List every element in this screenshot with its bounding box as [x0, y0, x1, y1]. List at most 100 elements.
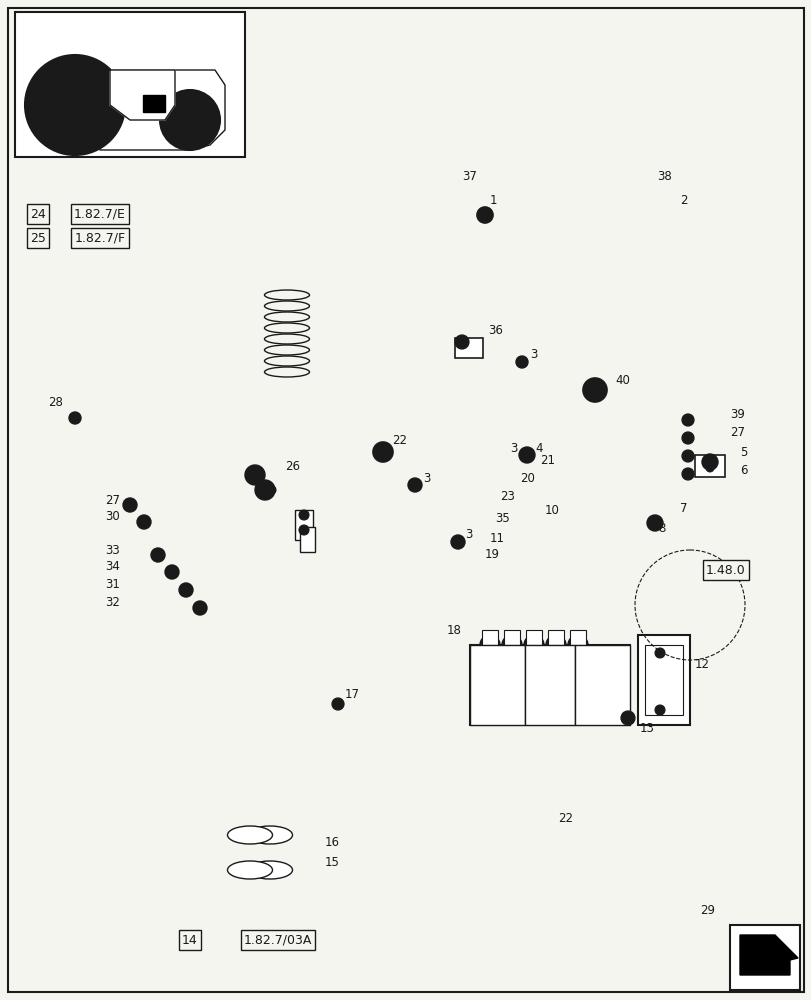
Text: 30: 30	[105, 510, 119, 524]
Circle shape	[654, 648, 664, 658]
Circle shape	[45, 75, 105, 135]
Bar	[454, 338, 483, 358]
Circle shape	[298, 525, 309, 535]
Bar	[547, 630, 564, 645]
Ellipse shape	[247, 861, 292, 879]
Circle shape	[450, 535, 465, 549]
Text: 10: 10	[544, 504, 560, 516]
Bar	[574, 645, 629, 725]
Bar	[504, 630, 519, 645]
Bar	[525, 645, 574, 725]
Text: 3: 3	[509, 442, 517, 454]
Polygon shape	[109, 70, 175, 120]
Text: 40: 40	[614, 373, 629, 386]
Text: 18: 18	[446, 624, 461, 637]
Circle shape	[378, 447, 388, 457]
Text: 32: 32	[105, 596, 120, 609]
Text: 28: 28	[48, 396, 62, 410]
Circle shape	[479, 635, 500, 655]
Text: 1.82.7/F: 1.82.7/F	[75, 232, 126, 244]
Text: 19: 19	[484, 548, 500, 562]
Bar	[526, 630, 541, 645]
Text: 23: 23	[500, 490, 514, 504]
Circle shape	[654, 705, 664, 715]
Text: 14: 14	[182, 934, 198, 946]
Circle shape	[160, 90, 220, 150]
Text: 3: 3	[465, 528, 472, 542]
Text: 36: 36	[487, 324, 502, 336]
Circle shape	[65, 95, 85, 115]
Text: 13: 13	[639, 722, 654, 734]
Circle shape	[454, 335, 469, 349]
Text: 37: 37	[462, 170, 477, 183]
Bar	[470, 645, 525, 725]
Bar	[299, 527, 315, 552]
Circle shape	[184, 114, 195, 126]
Circle shape	[165, 565, 178, 579]
Circle shape	[372, 442, 393, 462]
Text: 17: 17	[345, 688, 359, 702]
Text: 16: 16	[324, 836, 340, 848]
Text: 39: 39	[729, 408, 744, 422]
Text: 25: 25	[30, 232, 46, 244]
Circle shape	[268, 486, 276, 494]
Text: 8: 8	[657, 522, 664, 534]
Text: 33: 33	[105, 544, 119, 556]
Circle shape	[590, 385, 599, 395]
Text: 22: 22	[557, 812, 573, 824]
Text: 31: 31	[105, 578, 120, 591]
Text: 26: 26	[285, 460, 299, 473]
Text: 1.82.7/03A: 1.82.7/03A	[243, 934, 311, 946]
Text: 34: 34	[105, 560, 120, 574]
Text: 2: 2	[679, 194, 687, 207]
Circle shape	[518, 447, 534, 463]
Text: 35: 35	[495, 512, 509, 524]
Text: 6: 6	[739, 464, 747, 477]
Bar	[15, 12, 245, 157]
Circle shape	[332, 698, 344, 710]
Text: 27: 27	[105, 493, 120, 506]
Circle shape	[178, 583, 193, 597]
Circle shape	[122, 498, 137, 512]
Bar	[644, 645, 682, 715]
Circle shape	[702, 454, 717, 470]
Polygon shape	[739, 935, 797, 975]
Text: 1.48.0: 1.48.0	[706, 564, 745, 576]
Circle shape	[250, 470, 260, 480]
Circle shape	[407, 478, 422, 492]
Ellipse shape	[227, 826, 272, 844]
Text: 22: 22	[392, 434, 406, 446]
Bar	[637, 635, 689, 725]
Circle shape	[681, 468, 693, 480]
Text: 27: 27	[729, 426, 744, 440]
Circle shape	[69, 412, 81, 424]
Circle shape	[523, 635, 543, 655]
Bar	[470, 645, 629, 725]
Circle shape	[501, 635, 521, 655]
Circle shape	[515, 356, 527, 368]
Circle shape	[255, 480, 275, 500]
Circle shape	[582, 378, 607, 402]
Ellipse shape	[247, 826, 292, 844]
Text: 29: 29	[699, 904, 714, 916]
Circle shape	[681, 432, 693, 444]
Circle shape	[137, 515, 151, 529]
Circle shape	[545, 635, 565, 655]
Circle shape	[151, 548, 165, 562]
Circle shape	[245, 465, 264, 485]
Bar	[569, 630, 586, 645]
Circle shape	[681, 414, 693, 426]
Ellipse shape	[227, 861, 272, 879]
Text: 20: 20	[519, 472, 534, 485]
Text: 4: 4	[534, 442, 542, 454]
Text: 3: 3	[423, 472, 430, 485]
Text: 15: 15	[324, 856, 340, 868]
Circle shape	[705, 464, 713, 472]
Circle shape	[193, 601, 207, 615]
Text: 21: 21	[539, 454, 554, 466]
Circle shape	[568, 635, 587, 655]
Text: 1.82.7/E: 1.82.7/E	[74, 208, 126, 221]
Circle shape	[298, 510, 309, 520]
Text: 12: 12	[694, 658, 709, 672]
Bar	[482, 630, 497, 645]
